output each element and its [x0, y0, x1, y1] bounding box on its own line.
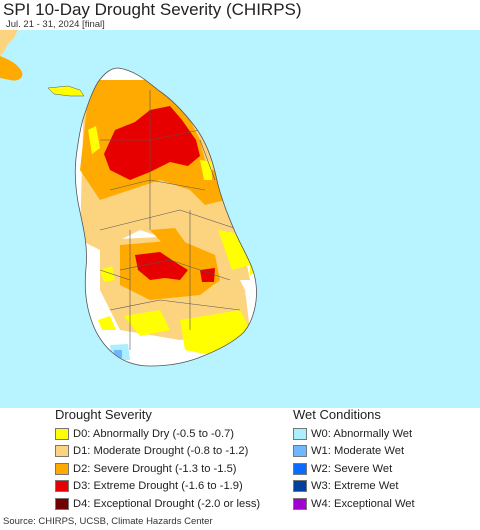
legend-swatch-w1	[293, 445, 307, 458]
legend-label-d1: D1: Moderate Drought (-0.8 to -1.2)	[73, 445, 249, 458]
source-credit: Source: CHIRPS, UCSB, Climate Hazards Ce…	[3, 516, 213, 527]
map-subtitle: Jul. 21 - 31, 2024 [final]	[6, 19, 105, 30]
legend-swatch-w2	[293, 462, 307, 475]
legend-label-d0: D0: Abnormally Dry (-0.5 to -0.7)	[73, 427, 235, 440]
legend-item-w0: W0: Abnormally Wet	[293, 425, 415, 443]
wet-legend: Wet Conditions W0: Abnormally Wet W1: Mo…	[293, 407, 415, 513]
legend-swatch-w3	[293, 480, 307, 493]
legend-item-w4: W4: Exceptional Wet	[293, 495, 415, 513]
legend-swatch-w0	[293, 427, 307, 440]
legend-swatch-d1	[55, 445, 69, 458]
islet	[47, 85, 85, 97]
legend-label-w4: W4: Exceptional Wet	[311, 497, 415, 510]
legend-label-d3: D3: Extreme Drought (-1.6 to -1.9)	[73, 480, 243, 493]
india-coast-south	[0, 56, 23, 81]
legend-label-d2: D2: Severe Drought (-1.3 to -1.5)	[73, 462, 237, 475]
legend-item-w1: W1: Moderate Wet	[293, 443, 415, 461]
legend-label-w0: W0: Abnormally Wet	[311, 427, 413, 440]
wet-legend-heading: Wet Conditions	[293, 407, 381, 422]
legend-swatch-d3	[55, 480, 69, 493]
sea-area	[0, 30, 480, 408]
legend-swatch-w4	[293, 497, 307, 510]
district-boundaries	[99, 90, 241, 350]
island-outline	[74, 67, 257, 367]
map-svg	[0, 30, 480, 408]
drought-legend-heading: Drought Severity	[55, 407, 152, 422]
map-title: SPI 10-Day Drought Severity (CHIRPS)	[3, 0, 302, 19]
legend-swatch-d4	[55, 497, 69, 510]
legend-item-d3: D3: Extreme Drought (-1.6 to -1.9)	[55, 478, 260, 496]
legend-swatch-d0	[55, 427, 69, 440]
legend-item-d4: D4: Exceptional Drought (-2.0 or less)	[55, 495, 260, 513]
drought-legend: Drought Severity D0: Abnormally Dry (-0.…	[55, 407, 260, 513]
legend-label-w1: W1: Moderate Wet	[311, 445, 405, 458]
legend-swatch-d2	[55, 462, 69, 475]
legend-item-d0: D0: Abnormally Dry (-0.5 to -0.7)	[55, 425, 260, 443]
legend-item-w3: W3: Extreme Wet	[293, 478, 415, 496]
legend-item-w2: W2: Severe Wet	[293, 460, 415, 478]
legend-item-d2: D2: Severe Drought (-1.3 to -1.5)	[55, 460, 260, 478]
legend-label-w3: W3: Extreme Wet	[311, 480, 399, 493]
legend-label-d4: D4: Exceptional Drought (-2.0 or less)	[73, 497, 261, 510]
legend-label-w2: W2: Severe Wet	[311, 462, 393, 475]
legend-item-d1: D1: Moderate Drought (-0.8 to -1.2)	[55, 443, 260, 461]
drought-map	[0, 30, 480, 408]
india-coast	[0, 30, 18, 56]
